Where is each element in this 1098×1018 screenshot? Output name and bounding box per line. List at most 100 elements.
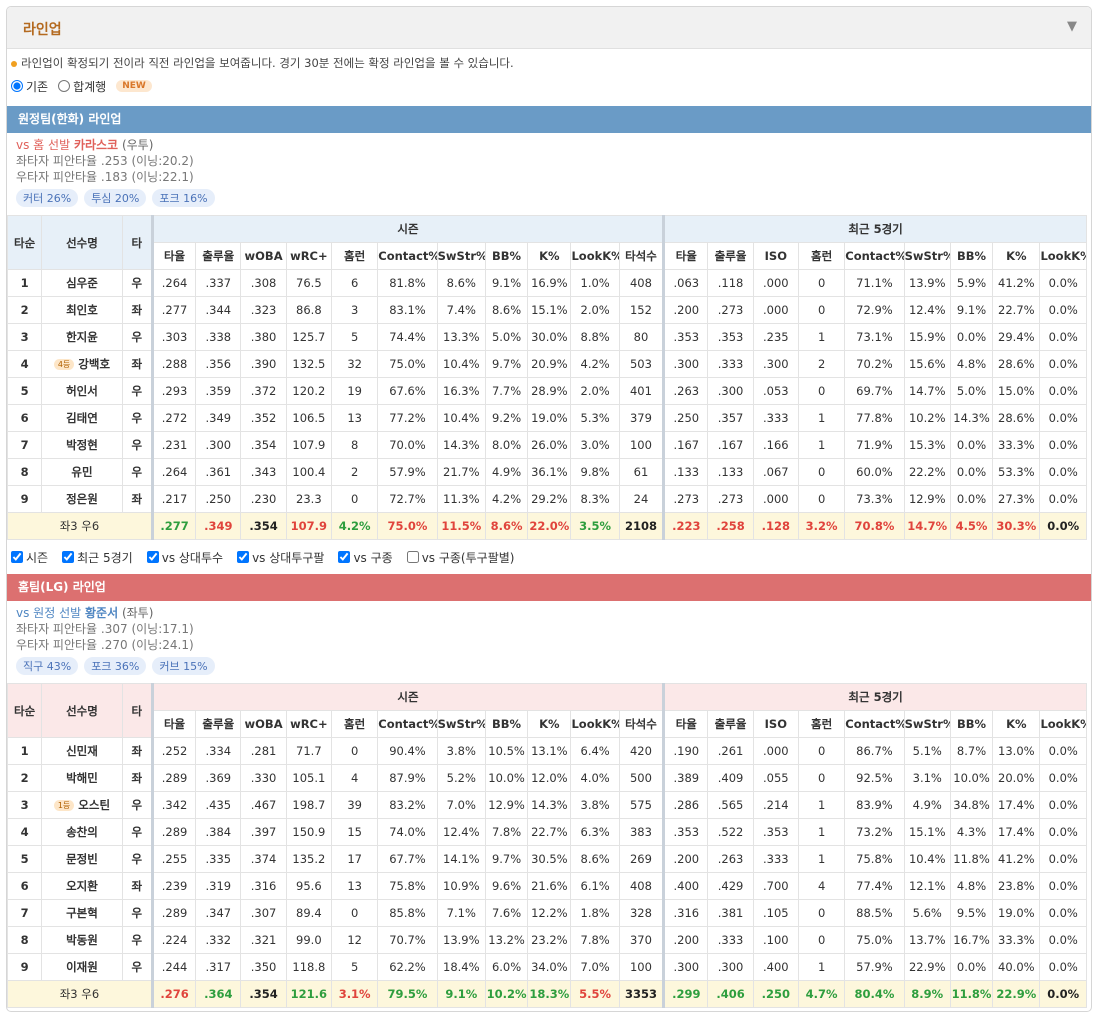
filter-option[interactable]: 최근 5경기 — [62, 549, 133, 566]
player-name-text: 구본혁 — [66, 906, 98, 920]
total-season-stat: 107.9 — [285, 512, 333, 540]
radio-option[interactable]: 합계행 — [58, 78, 106, 95]
recent-stat: .316 — [662, 899, 709, 927]
recent-stat: 33.3% — [992, 431, 1041, 459]
recent-stat: .400 — [662, 872, 709, 900]
player-row[interactable]: 5 허인서 우 .293.359.372 120.2 19 67.6% 16.3% 7.7% 28… — [7, 377, 1087, 405]
panel-header[interactable]: 라인업 ▼ — [7, 7, 1091, 49]
recent-stat: .333 — [752, 845, 799, 873]
player-name-text: 박해민 — [66, 771, 98, 785]
batting-order: 1 — [7, 737, 43, 765]
column-header: K% — [527, 710, 572, 738]
season-stat: 23.3 — [285, 485, 333, 513]
filter-option[interactable]: vs 상대투수 — [146, 549, 223, 566]
checkbox[interactable] — [146, 551, 159, 563]
season-stat: .332 — [195, 926, 242, 954]
filter-option[interactable]: vs 구종 — [338, 549, 393, 566]
player-row[interactable]: 9 정은원 좌 .217.250.230 23.3 0 72.7% 11.3% 4.2% 29.2… — [7, 485, 1087, 513]
split-line: 좌타자 피안타율 .253 (이닝:20.2) — [16, 154, 194, 168]
column-header: wRC+ — [285, 710, 333, 738]
checkbox[interactable] — [11, 551, 23, 563]
recent-stat: 0 — [797, 458, 846, 486]
player-name-text: 이재원 — [66, 960, 98, 974]
recent-stat: 41.2% — [992, 269, 1041, 297]
recent-stat: .000 — [752, 269, 799, 297]
player-row[interactable]: 1 신민재 좌 .252.334.281 71.7 0 90.4% 3.8% 10.5% 13.1… — [7, 737, 1087, 765]
player-row[interactable]: 9 이재원 우 .244.317.350 118.8 5 62.2% 18.4% 6.0% 34.… — [7, 953, 1087, 981]
player-row[interactable]: 4 송찬의 우 .289.384.397 150.9 15 74.0% 12.4% 7.8% 22… — [7, 818, 1087, 846]
player-row[interactable]: 7 박정현 우 .231.300.354 107.9 8 70.0% 14.3% 8.0% 26.… — [7, 431, 1087, 459]
total-label: 좌3 우6 — [7, 512, 153, 540]
player-row[interactable]: 1 심우준 우 .264.337.308 76.5 6 81.8% 8.6% 9.1% 16.9%… — [7, 269, 1087, 297]
season-stat: .217 — [150, 485, 197, 513]
season-stat: 67.7% — [377, 845, 438, 873]
season-stat: 89.4 — [285, 899, 333, 927]
season-stat: .224 — [150, 926, 197, 954]
radio[interactable] — [58, 80, 71, 92]
checkbox[interactable] — [62, 551, 75, 563]
season-stat: .335 — [195, 845, 242, 873]
season-stat: .289 — [150, 764, 197, 792]
column-header: 홈런 — [330, 242, 379, 270]
player-row[interactable]: 6 김태연 우 .272.349.352 106.5 13 77.2% 10.4% 9.2% 19… — [7, 404, 1087, 432]
recent-stat: 0.0% — [1039, 926, 1087, 954]
recent-stat: 69.7% — [844, 377, 905, 405]
column-header: wOBA — [240, 710, 287, 738]
batting-order: 7 — [7, 899, 43, 927]
total-season-stat: .364 — [195, 980, 242, 1008]
view-options: 기존 합계행 NEW — [11, 75, 1091, 97]
pitcher-prefix: vs 홈 선발 — [16, 138, 71, 152]
total-season-stat: .277 — [150, 512, 197, 540]
column-header: wOBA — [240, 242, 287, 270]
player-row[interactable]: 8 유민 우 .264.361.343 100.4 2 57.9% 21.7% 4.9% 36.1… — [7, 458, 1087, 486]
radio-option[interactable]: 기존 — [11, 78, 48, 95]
checkbox[interactable] — [237, 551, 250, 563]
recent-stat: 0.0% — [1039, 818, 1087, 846]
column-header: 타 — [121, 683, 153, 738]
player-row[interactable]: 8 박동원 우 .224.332.321 99.0 12 70.7% 13.9% 13.2% 23… — [7, 926, 1087, 954]
recent-stat: .565 — [707, 791, 754, 819]
recent-stat: 27.3% — [992, 485, 1041, 513]
total-season-stat: 18.3% — [527, 980, 572, 1008]
filter-option[interactable]: 시즌 — [11, 549, 48, 566]
season-stat: 95.6 — [285, 872, 333, 900]
radio[interactable] — [11, 80, 23, 92]
player-row[interactable]: 4 4등 강백호 좌 .288.356.390 132.5 32 75.0% 10.4% 9.7%… — [7, 350, 1087, 378]
recent-stat: .118 — [707, 269, 754, 297]
filter-label: vs 구종 — [353, 550, 393, 565]
column-header: K% — [992, 710, 1041, 738]
player-row[interactable]: 5 문정빈 우 .255.335.374 135.2 17 67.7% 14.1% 9.7% 30… — [7, 845, 1087, 873]
recent-stat: .200 — [662, 845, 709, 873]
column-header: 출루율 — [707, 242, 754, 270]
player-row[interactable]: 7 구본혁 우 .289.347.307 89.4 0 85.8% 7.1% 7.6% 12.2%… — [7, 899, 1087, 927]
season-stat: 100 — [618, 431, 665, 459]
player-row[interactable]: 3 한지윤 우 .303.338.380 125.7 5 74.4% 13.3% 5.0% 30.… — [7, 323, 1087, 351]
season-stat: .316 — [240, 872, 287, 900]
column-header: BB% — [484, 710, 529, 738]
recent-stat: 15.0% — [992, 377, 1041, 405]
player-row[interactable]: 2 최인호 좌 .277.344.323 86.8 3 83.1% 7.4% 8.6% 15.1%… — [7, 296, 1087, 324]
recent-stat: 15.9% — [903, 323, 951, 351]
player-row[interactable]: 6 오지환 좌 .239.319.316 95.6 13 75.8% 10.9% 9.6% 21.… — [7, 872, 1087, 900]
total-recent-stat: .299 — [662, 980, 709, 1008]
season-stat: 5.0% — [484, 323, 529, 351]
checkbox[interactable] — [406, 551, 419, 563]
season-stat: .303 — [150, 323, 197, 351]
bat-hand: 좌 — [121, 737, 153, 765]
recent-stat: .273 — [707, 485, 754, 513]
player-row[interactable]: 2 박해민 좌 .289.369.330 105.1 4 87.9% 5.2% 10.0% 12.… — [7, 764, 1087, 792]
season-stat: 80 — [618, 323, 665, 351]
checkbox[interactable] — [338, 551, 351, 563]
collapse-arrow[interactable]: ▼ — [1067, 19, 1077, 34]
total-season-stat: 75.0% — [377, 512, 438, 540]
header-row: 타순 선수명 타 시즌 최근 5경기 — [7, 215, 1087, 270]
player-name: 문정빈 — [41, 845, 123, 873]
season-stat: 11.3% — [436, 485, 486, 513]
header-row: 타율 출루율 wOBA wRC+ 홈런 Contact% SwStr% BB% K% LookK%… — [8, 242, 1087, 270]
filter-option[interactable]: vs 구종(투구팔별) — [406, 549, 514, 566]
player-row[interactable]: 3 1등 오스틴 우 .342.435.467 198.7 39 83.2% 7.0% 12.9%… — [7, 791, 1087, 819]
season-stat: 9.1% — [484, 269, 529, 297]
season-stat: 36.1% — [527, 458, 572, 486]
season-stat: .359 — [195, 377, 242, 405]
filter-option[interactable]: vs 상대투구팔 — [237, 549, 324, 566]
